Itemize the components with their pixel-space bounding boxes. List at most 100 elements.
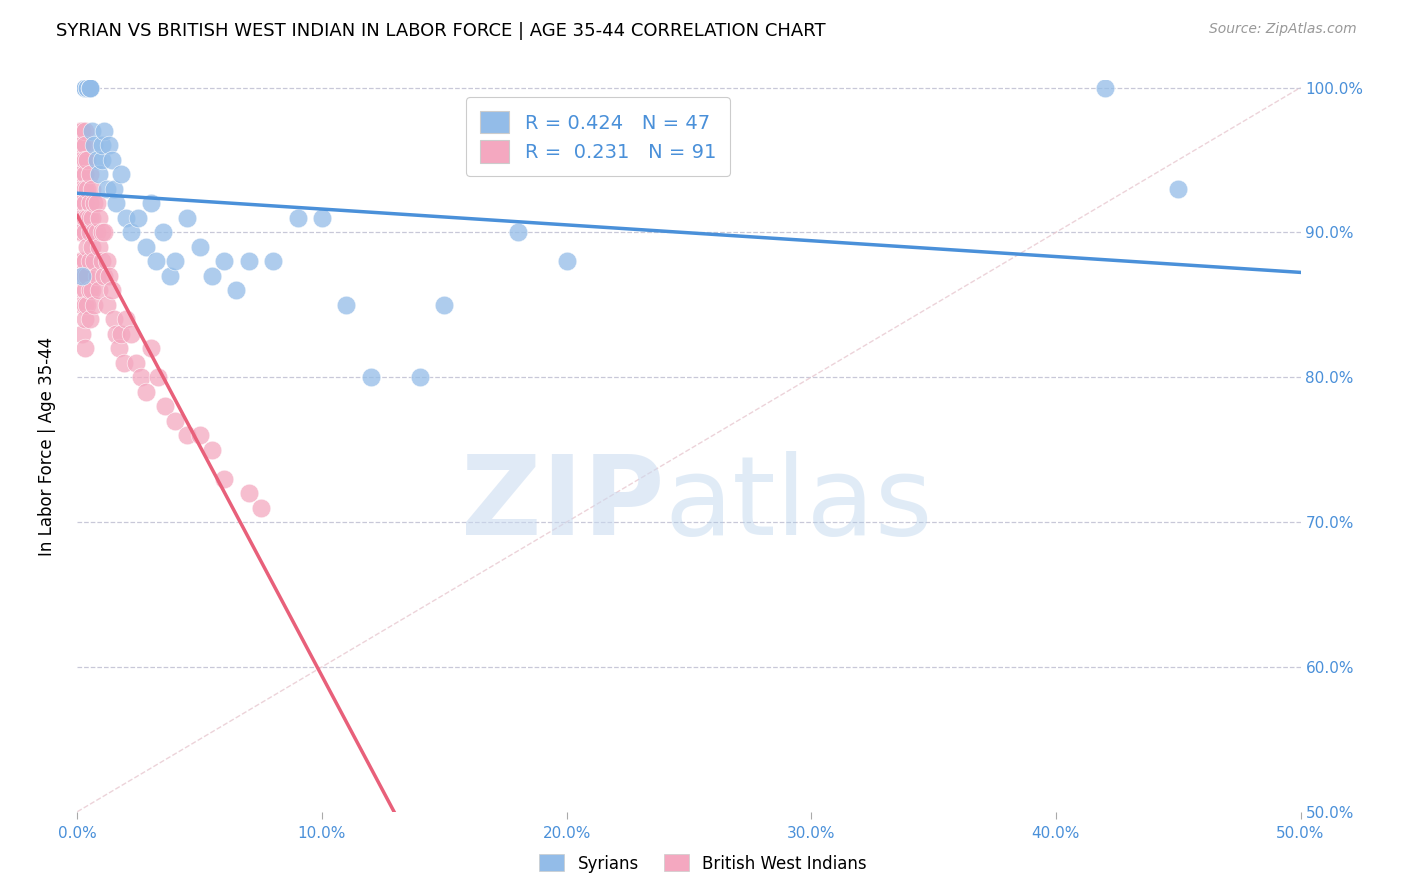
Point <box>70 298 93 312</box>
Point <box>70 283 93 297</box>
Point <box>79 168 101 182</box>
Point <box>146 370 169 384</box>
Point <box>73 341 96 355</box>
Point <box>212 254 235 268</box>
Point <box>555 254 578 268</box>
Point <box>238 254 260 268</box>
Y-axis label: In Labor Force | Age 35-44: In Labor Force | Age 35-44 <box>38 336 56 556</box>
Point <box>76 182 98 196</box>
Point <box>115 211 138 225</box>
Point <box>76 80 98 95</box>
Point <box>108 341 131 355</box>
Point <box>76 80 98 95</box>
Point <box>73 138 96 153</box>
Point <box>69 124 91 138</box>
Point <box>83 298 105 312</box>
Text: ZIP: ZIP <box>461 451 665 558</box>
Point <box>176 428 198 442</box>
Point <box>335 298 357 312</box>
Point <box>409 370 432 384</box>
Point <box>212 472 235 486</box>
Point <box>1094 80 1116 95</box>
Point <box>98 138 121 153</box>
Point <box>145 254 167 268</box>
Point <box>159 268 181 283</box>
Point <box>188 428 211 442</box>
Point <box>86 268 108 283</box>
Point <box>70 138 93 153</box>
Point <box>70 326 93 341</box>
Point <box>73 182 96 196</box>
Point <box>201 442 224 457</box>
Point <box>73 298 96 312</box>
Point <box>105 326 128 341</box>
Point <box>80 283 103 297</box>
Point <box>115 312 138 326</box>
Point <box>103 312 125 326</box>
Point <box>69 196 91 211</box>
Point <box>90 254 112 268</box>
Point <box>70 211 93 225</box>
Point <box>69 138 91 153</box>
Point <box>73 225 96 239</box>
Point <box>76 153 98 167</box>
Point <box>70 153 93 167</box>
Point <box>89 168 111 182</box>
Text: atlas: atlas <box>665 451 934 558</box>
Point <box>69 211 91 225</box>
Point <box>79 80 101 95</box>
Point <box>80 240 103 254</box>
Point <box>83 225 105 239</box>
Point <box>79 196 101 211</box>
Point <box>80 124 103 138</box>
Point <box>125 356 148 370</box>
Point <box>76 240 98 254</box>
Point <box>89 283 111 297</box>
Point <box>155 399 177 413</box>
Point <box>433 298 456 312</box>
Point <box>120 326 142 341</box>
Point <box>225 283 247 297</box>
Point <box>73 283 96 297</box>
Point <box>120 225 142 239</box>
Point <box>103 182 125 196</box>
Point <box>76 211 98 225</box>
Point <box>93 124 115 138</box>
Point <box>73 211 96 225</box>
Point <box>311 211 333 225</box>
Point <box>135 240 157 254</box>
Legend: R = 0.424   N = 47, R =  0.231   N = 91: R = 0.424 N = 47, R = 0.231 N = 91 <box>467 97 730 177</box>
Point <box>287 211 309 225</box>
Point <box>262 254 284 268</box>
Point <box>79 225 101 239</box>
Point <box>96 298 118 312</box>
Point <box>69 153 91 167</box>
Point <box>100 153 122 167</box>
Point <box>360 370 382 384</box>
Point <box>73 254 96 268</box>
Point <box>96 254 118 268</box>
Point <box>90 153 112 167</box>
Point <box>83 254 105 268</box>
Point <box>110 168 132 182</box>
Text: Source: ZipAtlas.com: Source: ZipAtlas.com <box>1209 22 1357 37</box>
Point <box>129 370 152 384</box>
Point <box>73 312 96 326</box>
Point <box>83 138 105 153</box>
Point <box>89 240 111 254</box>
Point <box>69 182 91 196</box>
Point <box>79 80 101 95</box>
Point <box>139 196 162 211</box>
Point <box>73 268 96 283</box>
Point <box>90 225 112 239</box>
Point <box>105 196 128 211</box>
Point <box>250 500 273 515</box>
Point <box>73 196 96 211</box>
Point <box>110 326 132 341</box>
Point <box>76 298 98 312</box>
Point <box>80 211 103 225</box>
Point <box>188 240 211 254</box>
Point <box>79 254 101 268</box>
Point <box>1167 182 1189 196</box>
Point <box>79 283 101 297</box>
